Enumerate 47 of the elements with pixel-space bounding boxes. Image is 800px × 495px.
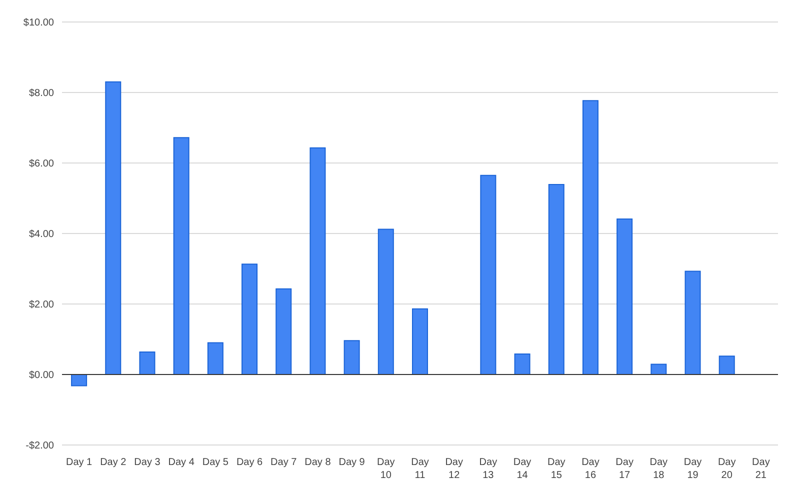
- bar: [105, 81, 122, 375]
- x-tick-label: Day 5: [202, 457, 229, 468]
- bar: [718, 356, 735, 375]
- bar: [344, 340, 360, 375]
- bar: [514, 354, 530, 375]
- x-tick-label: Day 18: [650, 457, 668, 481]
- x-tick-label: Day 4: [168, 457, 195, 468]
- y-tick-label: $4.00: [28, 229, 54, 240]
- x-tick-label: Day 16: [582, 457, 600, 481]
- x-tick-label: Day 7: [270, 457, 298, 468]
- bar: [616, 218, 633, 375]
- x-tick-label: Day 11: [411, 457, 429, 481]
- bar: [242, 264, 258, 375]
- bar: [480, 174, 496, 375]
- bar: [378, 228, 394, 375]
- x-tick-label: Day 2: [100, 457, 127, 468]
- x-tick-label: Day 10: [377, 457, 395, 481]
- x-tick-label: Day 9: [338, 457, 366, 468]
- x-tick-label: Day 1: [66, 457, 93, 468]
- x-tick-label: Day 6: [236, 457, 264, 468]
- y-tick-label: $8.00: [28, 88, 54, 100]
- bar: [207, 342, 224, 375]
- bar: [139, 351, 156, 375]
- x-tick-label: Day 3: [134, 457, 161, 468]
- bar: [548, 184, 564, 375]
- x-tick-label: Day 21: [752, 457, 770, 481]
- bar: [310, 147, 326, 375]
- x-tick-label: Day 12: [445, 457, 463, 481]
- x-tick-label: Day 14: [513, 457, 532, 481]
- x-tick-label: Day 8: [304, 457, 332, 468]
- bar: [412, 308, 428, 375]
- x-tick-label: Day 20: [718, 457, 736, 481]
- x-tick-label: Day 15: [547, 457, 566, 481]
- y-tick-label: -$2.00: [26, 440, 54, 452]
- x-tick-label: Day 19: [684, 457, 702, 481]
- bar: [173, 137, 190, 375]
- bar: [276, 288, 292, 375]
- bar: [71, 374, 88, 386]
- bar: [684, 270, 701, 375]
- y-tick-label: $0.00: [28, 370, 54, 382]
- y-tick-label: $6.00: [28, 158, 54, 170]
- y-tick-label: $10.00: [23, 18, 54, 29]
- x-tick-label: Day 17: [616, 457, 634, 481]
- bar: [650, 364, 667, 375]
- y-tick-label: $2.00: [28, 300, 54, 311]
- bar: [582, 100, 598, 375]
- x-tick-label: Day 13: [479, 457, 498, 481]
